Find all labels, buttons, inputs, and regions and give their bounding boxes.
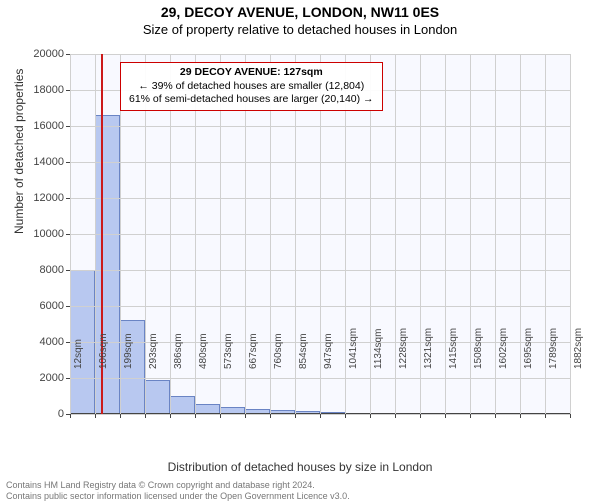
x-tick-label: 12sqm [73,339,84,369]
x-tick [220,414,221,418]
x-tick [520,414,521,418]
y-tick [66,198,70,199]
x-tick-label: 480sqm [198,333,209,369]
x-tick-label: 1508sqm [473,328,484,369]
y-tick-label: 0 [4,408,64,420]
y-tick [66,270,70,271]
histogram-bar [170,396,195,414]
y-tick [66,378,70,379]
x-tick [95,414,96,418]
x-tick-label: 106sqm [98,333,109,369]
y-tick-label: 6000 [4,300,64,312]
x-tick [345,414,346,418]
x-tick [570,414,571,418]
annotation-line2: ← 39% of detached houses are smaller (12… [129,80,374,94]
annotation-title: 29 DECOY AVENUE: 127sqm [129,66,374,80]
x-axis-title: Distribution of detached houses by size … [0,460,600,474]
x-tick [145,414,146,418]
y-tick-label: 4000 [4,336,64,348]
x-tick-label: 573sqm [223,333,234,369]
x-tick-label: 1789sqm [548,328,559,369]
x-tick-label: 386sqm [173,333,184,369]
x-tick-label: 1882sqm [573,328,584,369]
x-tick [70,414,71,418]
x-tick [370,414,371,418]
grid-line [545,54,546,414]
footer-attribution: Contains HM Land Registry data © Crown c… [6,480,350,502]
x-tick-label: 1415sqm [448,328,459,369]
x-tick [470,414,471,418]
y-tick-label: 20000 [4,48,64,60]
x-tick [495,414,496,418]
x-tick-label: 1228sqm [398,328,409,369]
grid-line [445,54,446,414]
grid-line [570,54,571,414]
grid-line [470,54,471,414]
chart-title: 29, DECOY AVENUE, LONDON, NW11 0ES [0,4,600,20]
y-tick [66,126,70,127]
histogram-bar [95,115,120,414]
footer-line1: Contains HM Land Registry data © Crown c… [6,480,350,491]
x-tick [545,414,546,418]
x-tick-label: 854sqm [298,333,309,369]
grid-line [395,54,396,414]
footer-line2: Contains public sector information licen… [6,491,350,502]
grid-line [70,54,71,414]
y-tick [66,306,70,307]
x-tick-label: 199sqm [123,333,134,369]
x-tick-label: 1602sqm [498,328,509,369]
y-tick [66,90,70,91]
grid-line [495,54,496,414]
x-tick-label: 1321sqm [423,328,434,369]
y-tick [66,234,70,235]
x-tick [120,414,121,418]
grid-line [420,54,421,414]
annotation-box: 29 DECOY AVENUE: 127sqm ← 39% of detache… [120,62,383,111]
x-tick-label: 1134sqm [373,329,384,369]
x-tick-label: 1041sqm [348,328,359,369]
y-axis-title: Number of detached properties [12,69,26,234]
annotation-line3: 61% of semi-detached houses are larger (… [129,93,374,107]
x-tick [320,414,321,418]
chart-subtitle: Size of property relative to detached ho… [0,22,600,37]
x-tick-label: 293sqm [148,333,159,369]
y-tick [66,342,70,343]
x-tick [445,414,446,418]
x-tick [270,414,271,418]
chart-plot-area: 29 DECOY AVENUE: 127sqm ← 39% of detache… [70,54,570,414]
x-tick-label: 760sqm [273,333,284,369]
x-tick [295,414,296,418]
x-tick [170,414,171,418]
y-tick-label: 8000 [4,264,64,276]
x-tick [420,414,421,418]
x-tick-label: 947sqm [323,333,334,369]
x-tick [195,414,196,418]
x-tick-label: 1695sqm [523,328,534,369]
y-tick-label: 2000 [4,372,64,384]
grid-line [95,54,96,414]
y-tick [66,162,70,163]
grid-line [520,54,521,414]
x-tick-label: 667sqm [248,333,259,369]
x-tick [395,414,396,418]
y-tick [66,54,70,55]
histogram-bar [145,380,170,414]
x-tick [245,414,246,418]
